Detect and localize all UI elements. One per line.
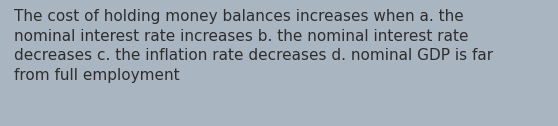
Text: The cost of holding money balances increases when a. the
nominal interest rate i: The cost of holding money balances incre… <box>14 9 493 83</box>
